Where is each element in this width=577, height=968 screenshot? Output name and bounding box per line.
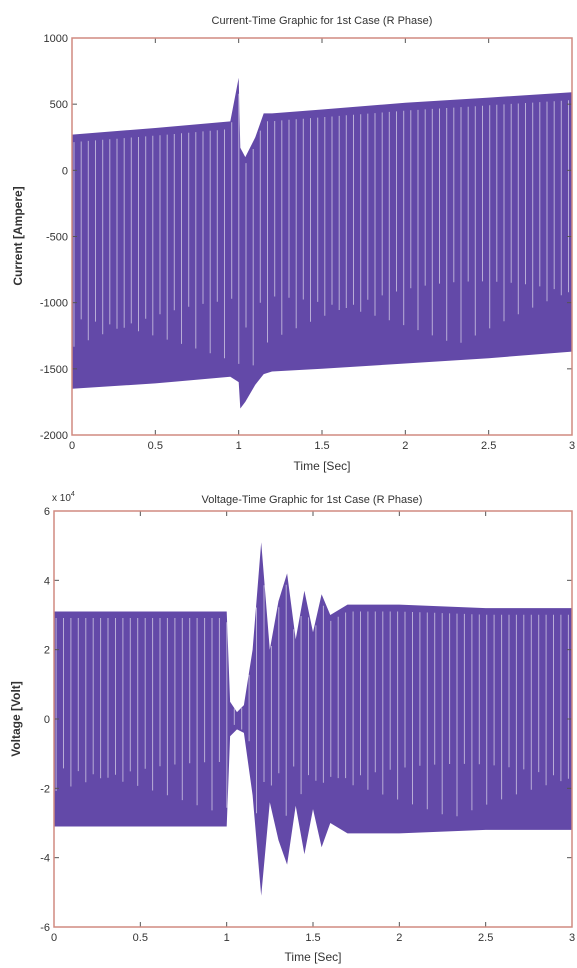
current-chart: Current-Time Graphic for 1st Case (R Pha…	[11, 15, 575, 473]
current-x-axis-label: Time [Sec]	[294, 459, 351, 473]
current-x-tick-label: 1	[236, 440, 242, 452]
voltage-x-tick-label: 0	[51, 932, 57, 944]
voltage-y-tick-label: 2	[44, 645, 50, 657]
voltage-y-tick-label: -2	[40, 783, 50, 795]
voltage-chart: Voltage-Time Graphic for 1st Case (R Pha…	[9, 491, 575, 964]
current-y-tick-label: -500	[46, 232, 68, 244]
current-waveform	[72, 77, 572, 409]
current-x-tick-label: 3	[569, 440, 575, 452]
voltage-x-tick-label: 0.5	[133, 932, 148, 944]
voltage-y-tick-label: 0	[44, 714, 50, 726]
current-ticks: 0 0.5 1 1.5 2 2.5 3 -2000 -1500 -1000 -500 0 500 1000	[40, 33, 575, 452]
current-x-tick-label: 2	[402, 440, 408, 452]
voltage-y-multiplier-exponent: 4	[71, 491, 75, 498]
current-y-axis-label: Current [Ampere]	[11, 186, 25, 285]
voltage-chart-title: Voltage-Time Graphic for 1st Case (R Pha…	[202, 494, 423, 506]
current-y-tick-label: 1000	[44, 33, 68, 45]
voltage-waveform	[54, 542, 572, 896]
current-y-tick-label: -1000	[40, 298, 68, 310]
voltage-ticks: 0 0.5 1 1.5 2 2.5 3 -6 -4 -2 0 2 4 6	[40, 506, 575, 944]
current-y-tick-label: 0	[62, 165, 68, 177]
voltage-x-tick-label: 1	[224, 932, 230, 944]
voltage-x-tick-label: 2	[396, 932, 402, 944]
current-x-tick-label: 2.5	[481, 440, 496, 452]
voltage-plot-frame	[53, 510, 573, 928]
voltage-x-tick-label: 3	[569, 932, 575, 944]
current-aliasing-stripes	[73, 93, 569, 366]
current-plot-frame	[71, 37, 573, 436]
current-x-tick-label: 0.5	[148, 440, 163, 452]
voltage-x-axis-label: Time [Sec]	[285, 950, 342, 964]
voltage-y-axis-label: Voltage [Volt]	[9, 681, 23, 757]
voltage-x-tick-label: 1.5	[305, 932, 320, 944]
current-chart-title: Current-Time Graphic for 1st Case (R Pha…	[212, 15, 433, 27]
voltage-y-tick-label: -4	[40, 853, 50, 865]
current-x-tick-label: 1.5	[314, 440, 329, 452]
voltage-y-tick-label: 4	[44, 575, 50, 587]
voltage-x-tick-label: 2.5	[478, 932, 493, 944]
current-y-tick-label: -1500	[40, 364, 68, 376]
voltage-y-multiplier: x 104	[52, 491, 75, 504]
voltage-aliasing-stripes	[55, 584, 569, 817]
voltage-y-multiplier-base: x 10	[52, 493, 71, 504]
current-y-tick-label: -2000	[40, 430, 68, 442]
current-x-tick-label: 0	[69, 440, 75, 452]
voltage-y-tick-label: 6	[44, 506, 50, 518]
voltage-y-tick-label: -6	[40, 922, 50, 934]
current-y-tick-label: 500	[50, 99, 68, 111]
